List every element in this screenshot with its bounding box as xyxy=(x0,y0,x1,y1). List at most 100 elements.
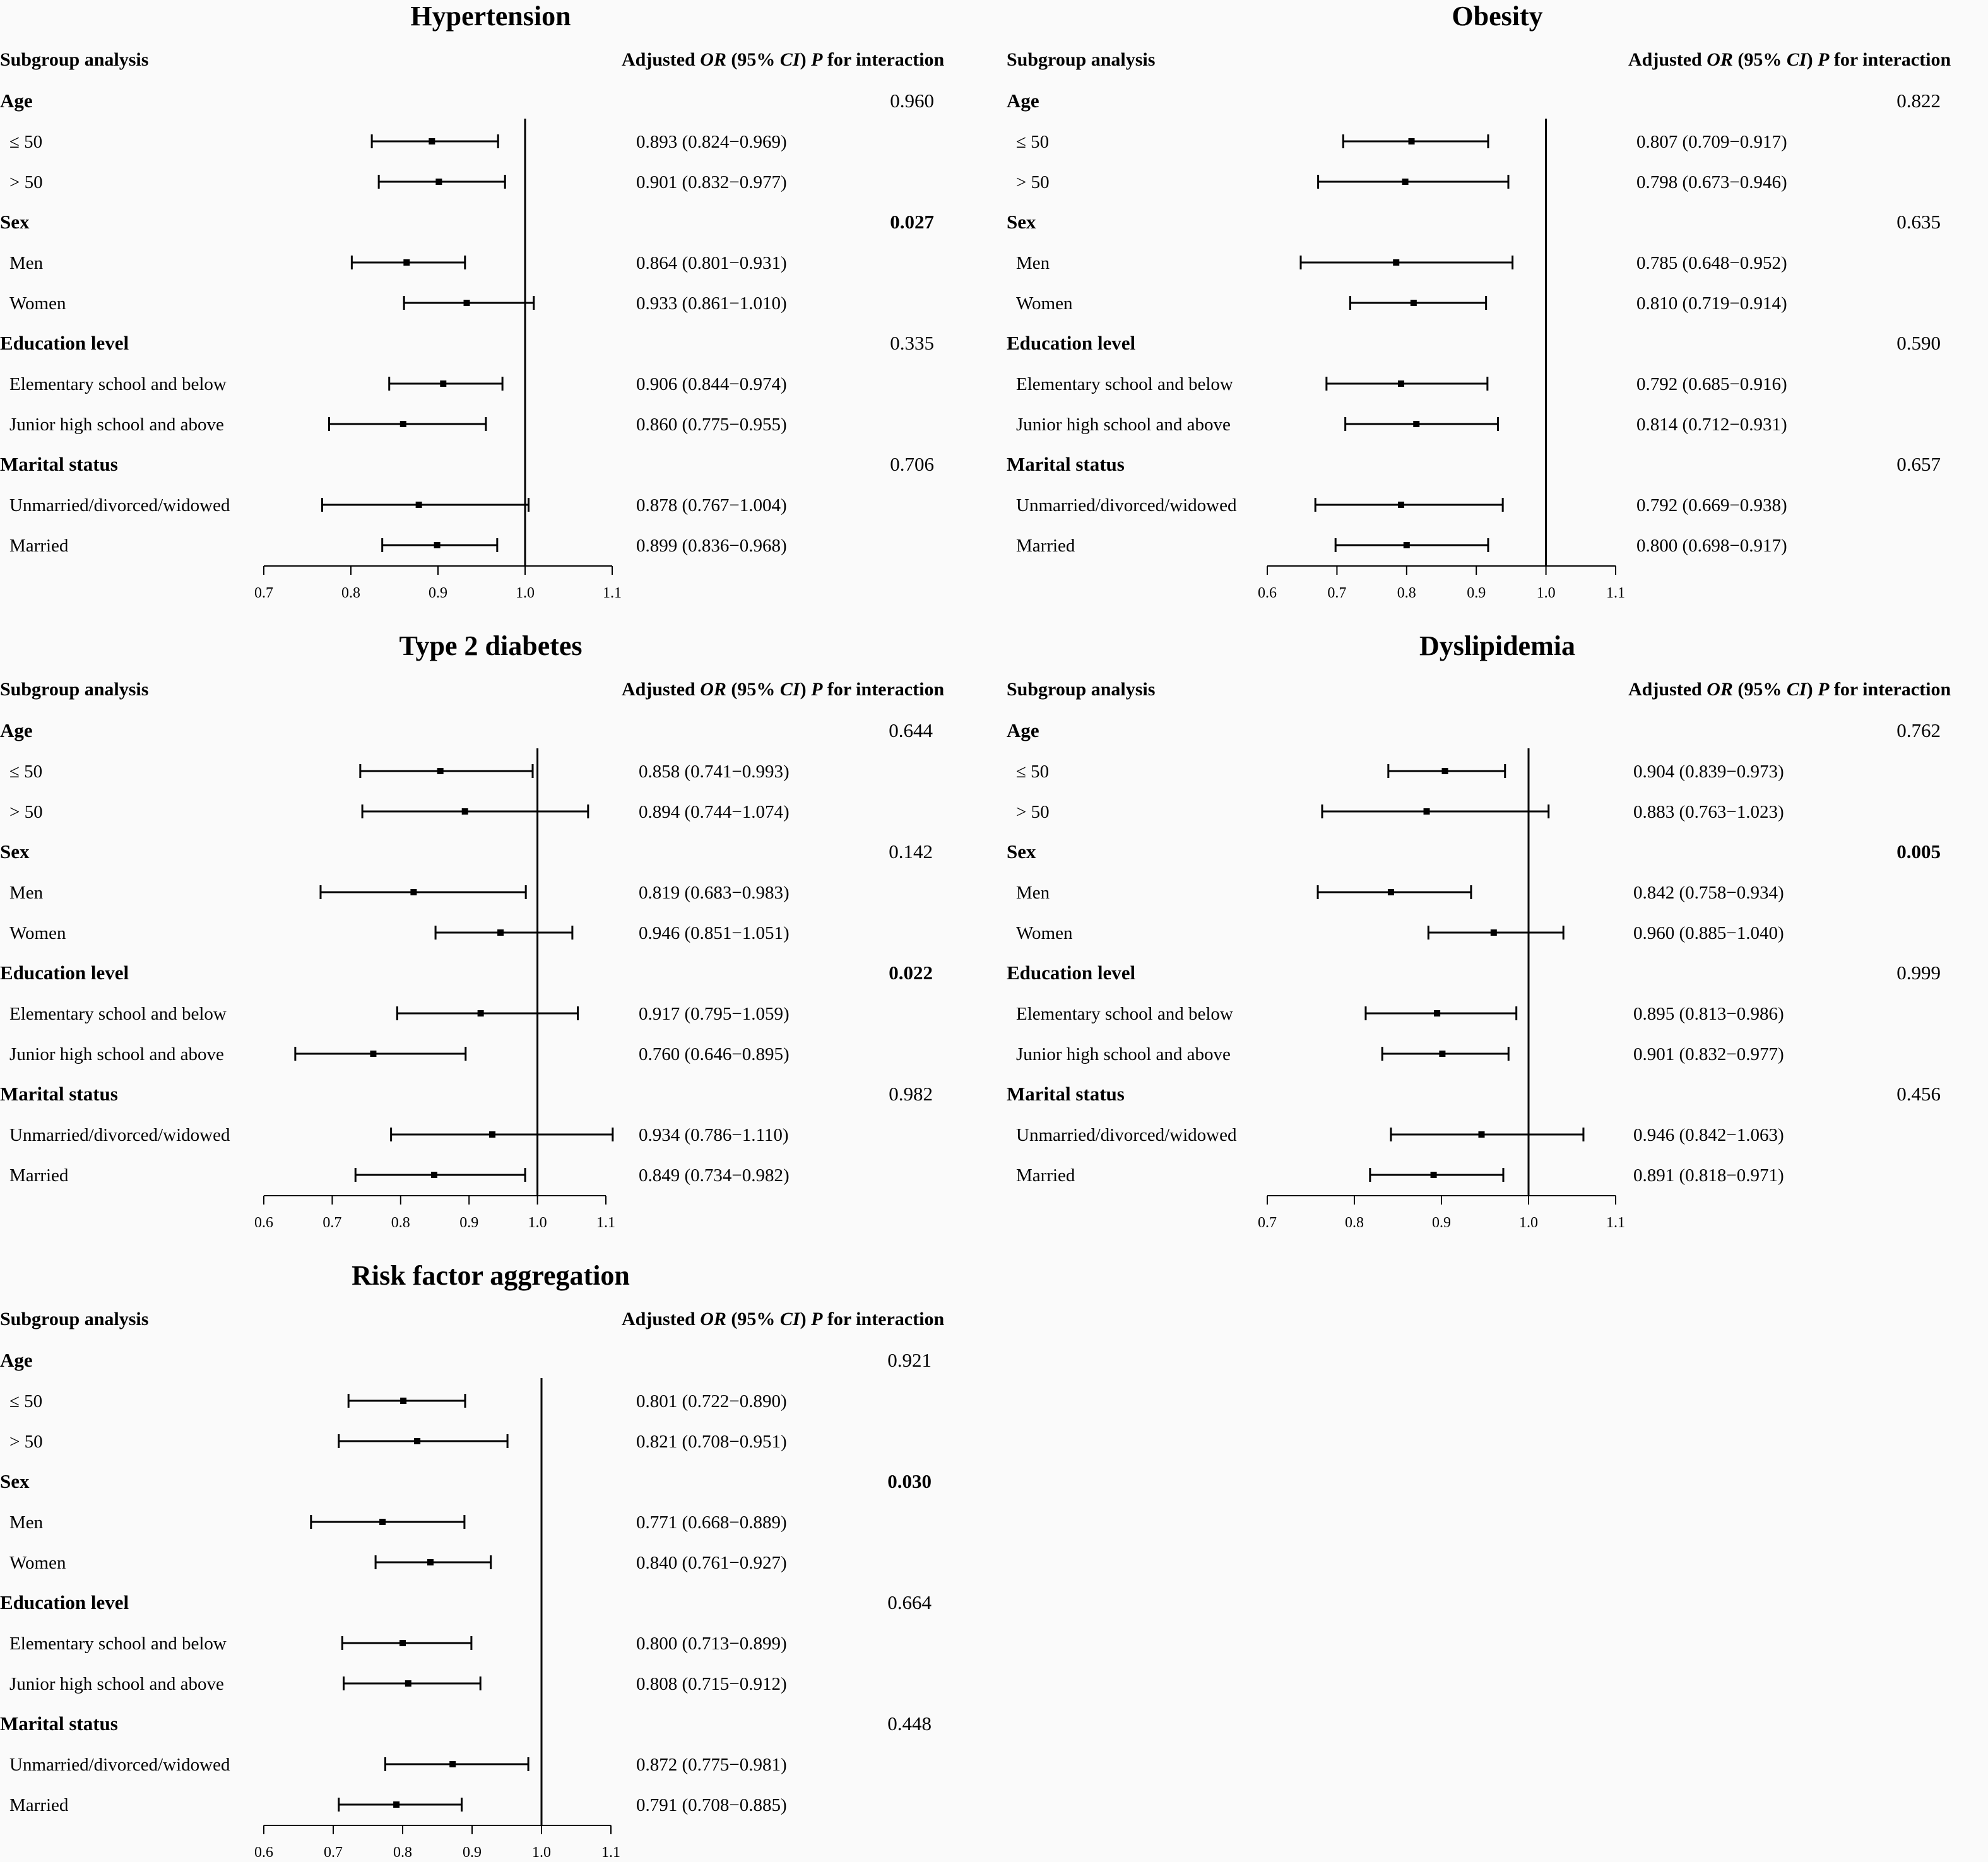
x-tick-label: 0.9 xyxy=(429,585,447,601)
subgroup-label: Married xyxy=(9,536,69,556)
or-ci-text: 0.792 (0.685−0.916) xyxy=(1636,374,1787,394)
or-ci-text: 0.842 (0.758−0.934) xyxy=(1633,883,1784,903)
subgroup-label: > 50 xyxy=(9,802,43,822)
x-tick-label: 0.6 xyxy=(254,1215,273,1231)
header-part: for interaction xyxy=(1829,49,1951,70)
x-tick-label: 0.6 xyxy=(1258,585,1277,601)
subgroup-label: Junior high school and above xyxy=(9,415,224,435)
p-interaction: 0.448 xyxy=(887,1712,932,1735)
subgroup-label: Elementary school and below xyxy=(1016,374,1233,394)
header-part: (95% xyxy=(726,679,780,700)
or-ci-text: 0.760 (0.646−0.895) xyxy=(639,1044,790,1064)
or-ci-text: 0.904 (0.839−0.973) xyxy=(1633,762,1784,782)
or-point xyxy=(1423,808,1430,815)
subgroup-label: Junior high school and above xyxy=(9,1674,224,1694)
or-point xyxy=(1408,138,1415,144)
or-ci-text: 0.960 (0.885−1.040) xyxy=(1633,923,1784,943)
or-ci-text: 0.800 (0.713−0.899) xyxy=(636,1634,787,1654)
p-interaction: 0.335 xyxy=(890,332,934,354)
subgroup-label: ≤ 50 xyxy=(9,762,42,782)
p-interaction: 0.960 xyxy=(890,90,934,112)
or-point xyxy=(403,259,410,266)
or-ci-text: 0.933 (0.861−1.010) xyxy=(636,293,787,314)
subgroup-label: Men xyxy=(9,253,44,273)
forest-panel: Hypertension Subgroup analysis Adjusted OR… xyxy=(0,1,944,601)
or-ci-text: 0.849 (0.734−0.982) xyxy=(639,1165,790,1186)
group-label: Marital status xyxy=(0,1712,118,1735)
p-interaction: 0.706 xyxy=(890,453,934,475)
p-interaction: 0.762 xyxy=(1896,719,1941,741)
or-point xyxy=(1439,1051,1446,1057)
subgroup-header: Subgroup analysis xyxy=(0,679,148,700)
header-part: P xyxy=(810,679,823,700)
p-interaction: 0.822 xyxy=(1896,90,1941,112)
subgroup-label: > 50 xyxy=(9,172,43,192)
group-label: Sex xyxy=(1007,211,1036,233)
subgroup-label: Unmarried/divorced/widowed xyxy=(9,495,230,516)
subgroup-label: > 50 xyxy=(1016,802,1050,822)
p-interaction: 0.456 xyxy=(1896,1083,1941,1105)
or-point xyxy=(449,1761,456,1767)
or-point xyxy=(410,889,417,895)
header-part: ) xyxy=(800,49,812,70)
or-point xyxy=(1393,259,1400,266)
or-point xyxy=(414,1438,421,1444)
group-label: Marital status xyxy=(0,1083,118,1105)
forest-panel: Risk factor aggregation Subgroup analysis… xyxy=(0,1260,944,1861)
p-interaction: 0.644 xyxy=(889,719,933,741)
or-point xyxy=(393,1801,400,1808)
x-tick-label: 0.8 xyxy=(391,1215,410,1231)
or-point xyxy=(430,1172,437,1178)
or-ci-text: 0.792 (0.669−0.938) xyxy=(1636,495,1787,516)
or-ci-text: 0.946 (0.842−1.063) xyxy=(1633,1125,1784,1145)
x-tick-label: 0.9 xyxy=(1432,1215,1451,1231)
header-part: OR xyxy=(1707,49,1733,70)
or-ci-text: 0.798 (0.673−0.946) xyxy=(1636,172,1787,192)
or-ci-p-header: Adjusted OR (95% CI) P for interaction xyxy=(622,49,944,70)
subgroup-label: Married xyxy=(9,1795,69,1815)
or-point xyxy=(477,1010,484,1016)
subgroup-header: Subgroup analysis xyxy=(0,1309,148,1329)
or-ci-p-header: Adjusted OR (95% CI) P for interaction xyxy=(622,1309,944,1329)
header-part: OR xyxy=(700,49,726,70)
subgroup-label: Elementary school and below xyxy=(9,374,227,394)
subgroup-label: Men xyxy=(9,883,44,903)
or-point xyxy=(1490,929,1497,936)
or-point xyxy=(405,1680,411,1687)
subgroup-label: Men xyxy=(1016,883,1050,903)
subgroup-label: Unmarried/divorced/widowed xyxy=(9,1755,230,1775)
or-point xyxy=(1403,542,1410,548)
subgroup-label: Married xyxy=(1016,536,1075,556)
x-tick-label: 0.7 xyxy=(1258,1215,1277,1231)
subgroup-label: Elementary school and below xyxy=(9,1004,227,1024)
x-tick-label: 0.7 xyxy=(322,1215,341,1231)
subgroup-label: Women xyxy=(9,1553,66,1573)
header-part: for interaction xyxy=(822,679,944,700)
or-ci-text: 0.895 (0.813−0.986) xyxy=(1633,1004,1784,1024)
header-part: CI xyxy=(780,49,801,70)
or-point xyxy=(399,421,406,427)
or-ci-p-header: Adjusted OR (95% CI) P for interaction xyxy=(1628,679,1951,700)
or-point xyxy=(370,1051,377,1057)
header-part: ) xyxy=(1807,49,1818,70)
or-ci-text: 0.894 (0.744−1.074) xyxy=(639,802,790,822)
group-label: Age xyxy=(0,1349,33,1371)
or-point xyxy=(489,1131,496,1138)
or-ci-text: 0.860 (0.775−0.955) xyxy=(636,415,787,435)
or-ci-text: 0.771 (0.668−0.889) xyxy=(636,1512,787,1533)
or-ci-text: 0.858 (0.741−0.993) xyxy=(639,762,790,782)
x-tick-label: 0.9 xyxy=(459,1215,478,1231)
or-point xyxy=(379,1519,386,1525)
or-ci-text: 0.891 (0.818−0.971) xyxy=(1633,1165,1784,1186)
or-ci-text: 0.878 (0.767−1.004) xyxy=(636,495,787,516)
subgroup-label: ≤ 50 xyxy=(9,1391,42,1411)
or-ci-p-header: Adjusted OR (95% CI) P for interaction xyxy=(622,679,944,700)
group-label: Education level xyxy=(1007,962,1135,984)
header-part: Adjusted xyxy=(622,49,700,70)
or-point xyxy=(434,542,441,548)
header-part: Adjusted xyxy=(622,679,700,700)
x-tick-label: 1.0 xyxy=(1537,585,1556,601)
subgroup-label: Women xyxy=(9,293,66,314)
or-ci-text: 0.864 (0.801−0.931) xyxy=(636,253,787,273)
group-label: Marital status xyxy=(1007,453,1125,475)
